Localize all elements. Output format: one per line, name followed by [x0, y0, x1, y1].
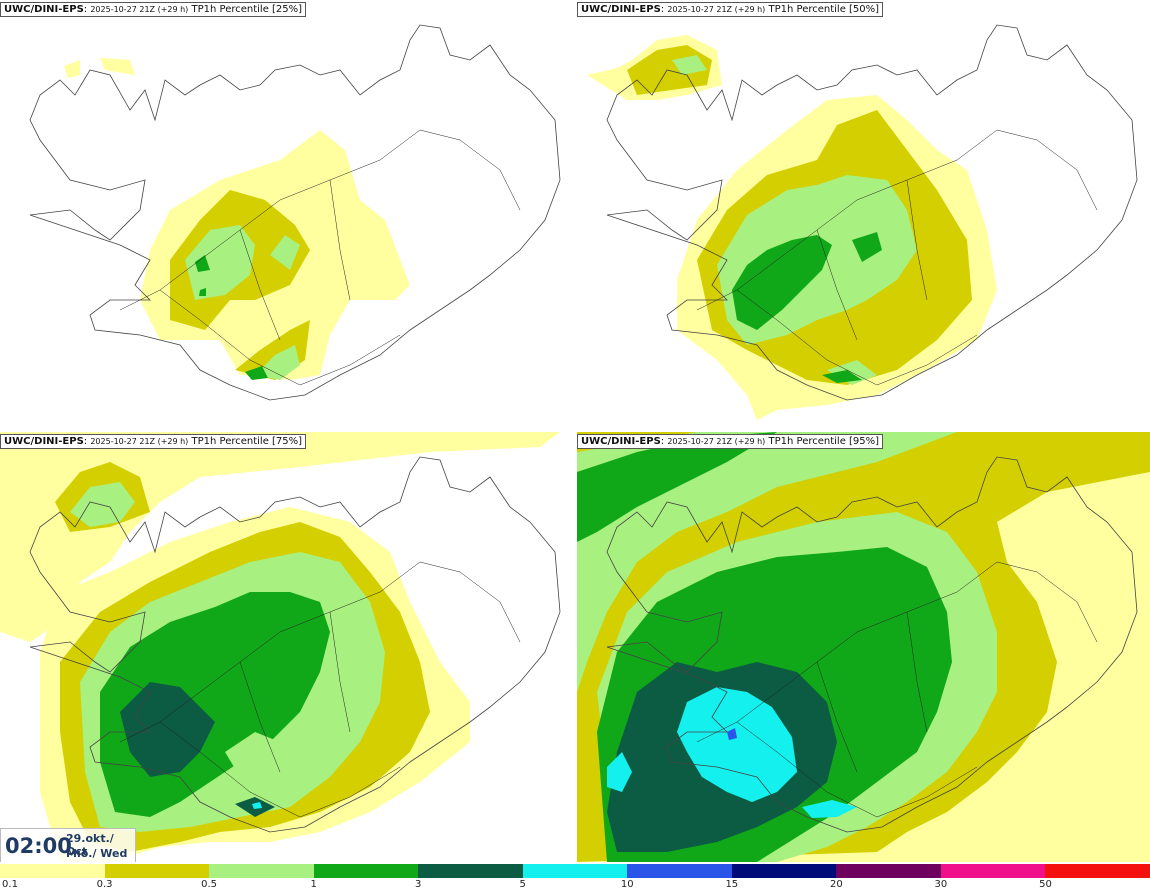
precip-area-1	[732, 232, 882, 383]
legend-swatch	[627, 864, 733, 878]
precip-area-10	[727, 728, 737, 740]
precip-area-0.5	[672, 55, 917, 385]
precip-area-0.1-nw	[64, 58, 135, 78]
legend-label: 0.5	[201, 879, 218, 890]
legend-swatch	[209, 864, 315, 878]
road-network	[696, 129, 1098, 386]
road-network	[119, 129, 521, 386]
valid-time-box: 02:00 29.okt./ Oct Mið./ Wed	[0, 828, 136, 864]
panel-title-p50: UWC/DINI-EPS: 2025-10-27 21Z (+29 h) TP1…	[577, 2, 884, 17]
legend-label: 3	[414, 879, 422, 890]
legend-swatch	[418, 864, 524, 878]
legend-swatch	[104, 864, 211, 878]
valid-date-line2: Mið./ Wed	[66, 847, 128, 860]
map-panel-p95: UWC/DINI-EPS: 2025-10-27 21Z (+29 h) TP1…	[577, 432, 1150, 862]
precip-area-5	[607, 687, 857, 818]
precip-area-3	[120, 682, 275, 817]
legend-swatch	[836, 864, 942, 878]
map-panel-p25: UWC/DINI-EPS: 2025-10-27 21Z (+29 h) TP1…	[0, 0, 573, 430]
legend-label: 5	[519, 879, 526, 890]
iceland-outline	[606, 24, 1138, 401]
precip-map-p95	[577, 432, 1150, 862]
legend-swatch	[0, 864, 106, 878]
legend-label: 1	[310, 879, 317, 890]
map-panel-p50: UWC/DINI-EPS: 2025-10-27 21Z (+29 h) TP1…	[577, 0, 1150, 430]
legend-label: 10	[620, 879, 634, 890]
panel-divider-horizontal	[0, 430, 1150, 432]
precip-area-5	[252, 802, 262, 809]
valid-date-line1: 29.okt./ Oct	[66, 832, 114, 858]
precip-map-p25	[29, 24, 561, 401]
legend-swatch	[940, 864, 1047, 878]
legend-label: 0.3	[96, 879, 113, 890]
panel-title-p95: UWC/DINI-EPS: 2025-10-27 21Z (+29 h) TP1…	[577, 434, 884, 449]
iceland-outline	[29, 24, 561, 401]
valid-time-clock: 02:00	[5, 834, 72, 858]
legend-label: 0.1	[2, 879, 18, 890]
legend-swatch	[522, 864, 629, 878]
precip-area-0.5	[185, 225, 300, 380]
legend-label: 15	[725, 879, 739, 890]
panel-title-p75: UWC/DINI-EPS: 2025-10-27 21Z (+29 h) TP1…	[0, 434, 307, 449]
map-panel-p75: UWC/DINI-EPS: 2025-10-27 21Z (+29 h) TP1…	[0, 432, 573, 862]
legend-label: 30	[934, 879, 948, 890]
legend-label: 20	[829, 879, 843, 890]
precip-map-p75	[0, 432, 561, 862]
panel-title-p25: UWC/DINI-EPS: 2025-10-27 21Z (+29 h) TP1…	[0, 2, 307, 17]
road-network	[696, 561, 1098, 818]
road-network	[119, 561, 521, 818]
iceland-outline	[606, 456, 1138, 833]
legend-label: 50	[1039, 879, 1052, 890]
legend-swatch	[313, 864, 420, 878]
precip-map-p50	[587, 24, 1138, 420]
precip-area-1	[195, 255, 268, 380]
legend-swatch	[731, 864, 838, 878]
precip-area-0.5-hole	[225, 732, 290, 782]
iceland-outline	[29, 456, 561, 833]
color-scale-legend: 0.1 0.3 0.5 1 3 5 10 15 20 30 50	[0, 862, 1150, 891]
legend-swatch	[1045, 864, 1150, 878]
